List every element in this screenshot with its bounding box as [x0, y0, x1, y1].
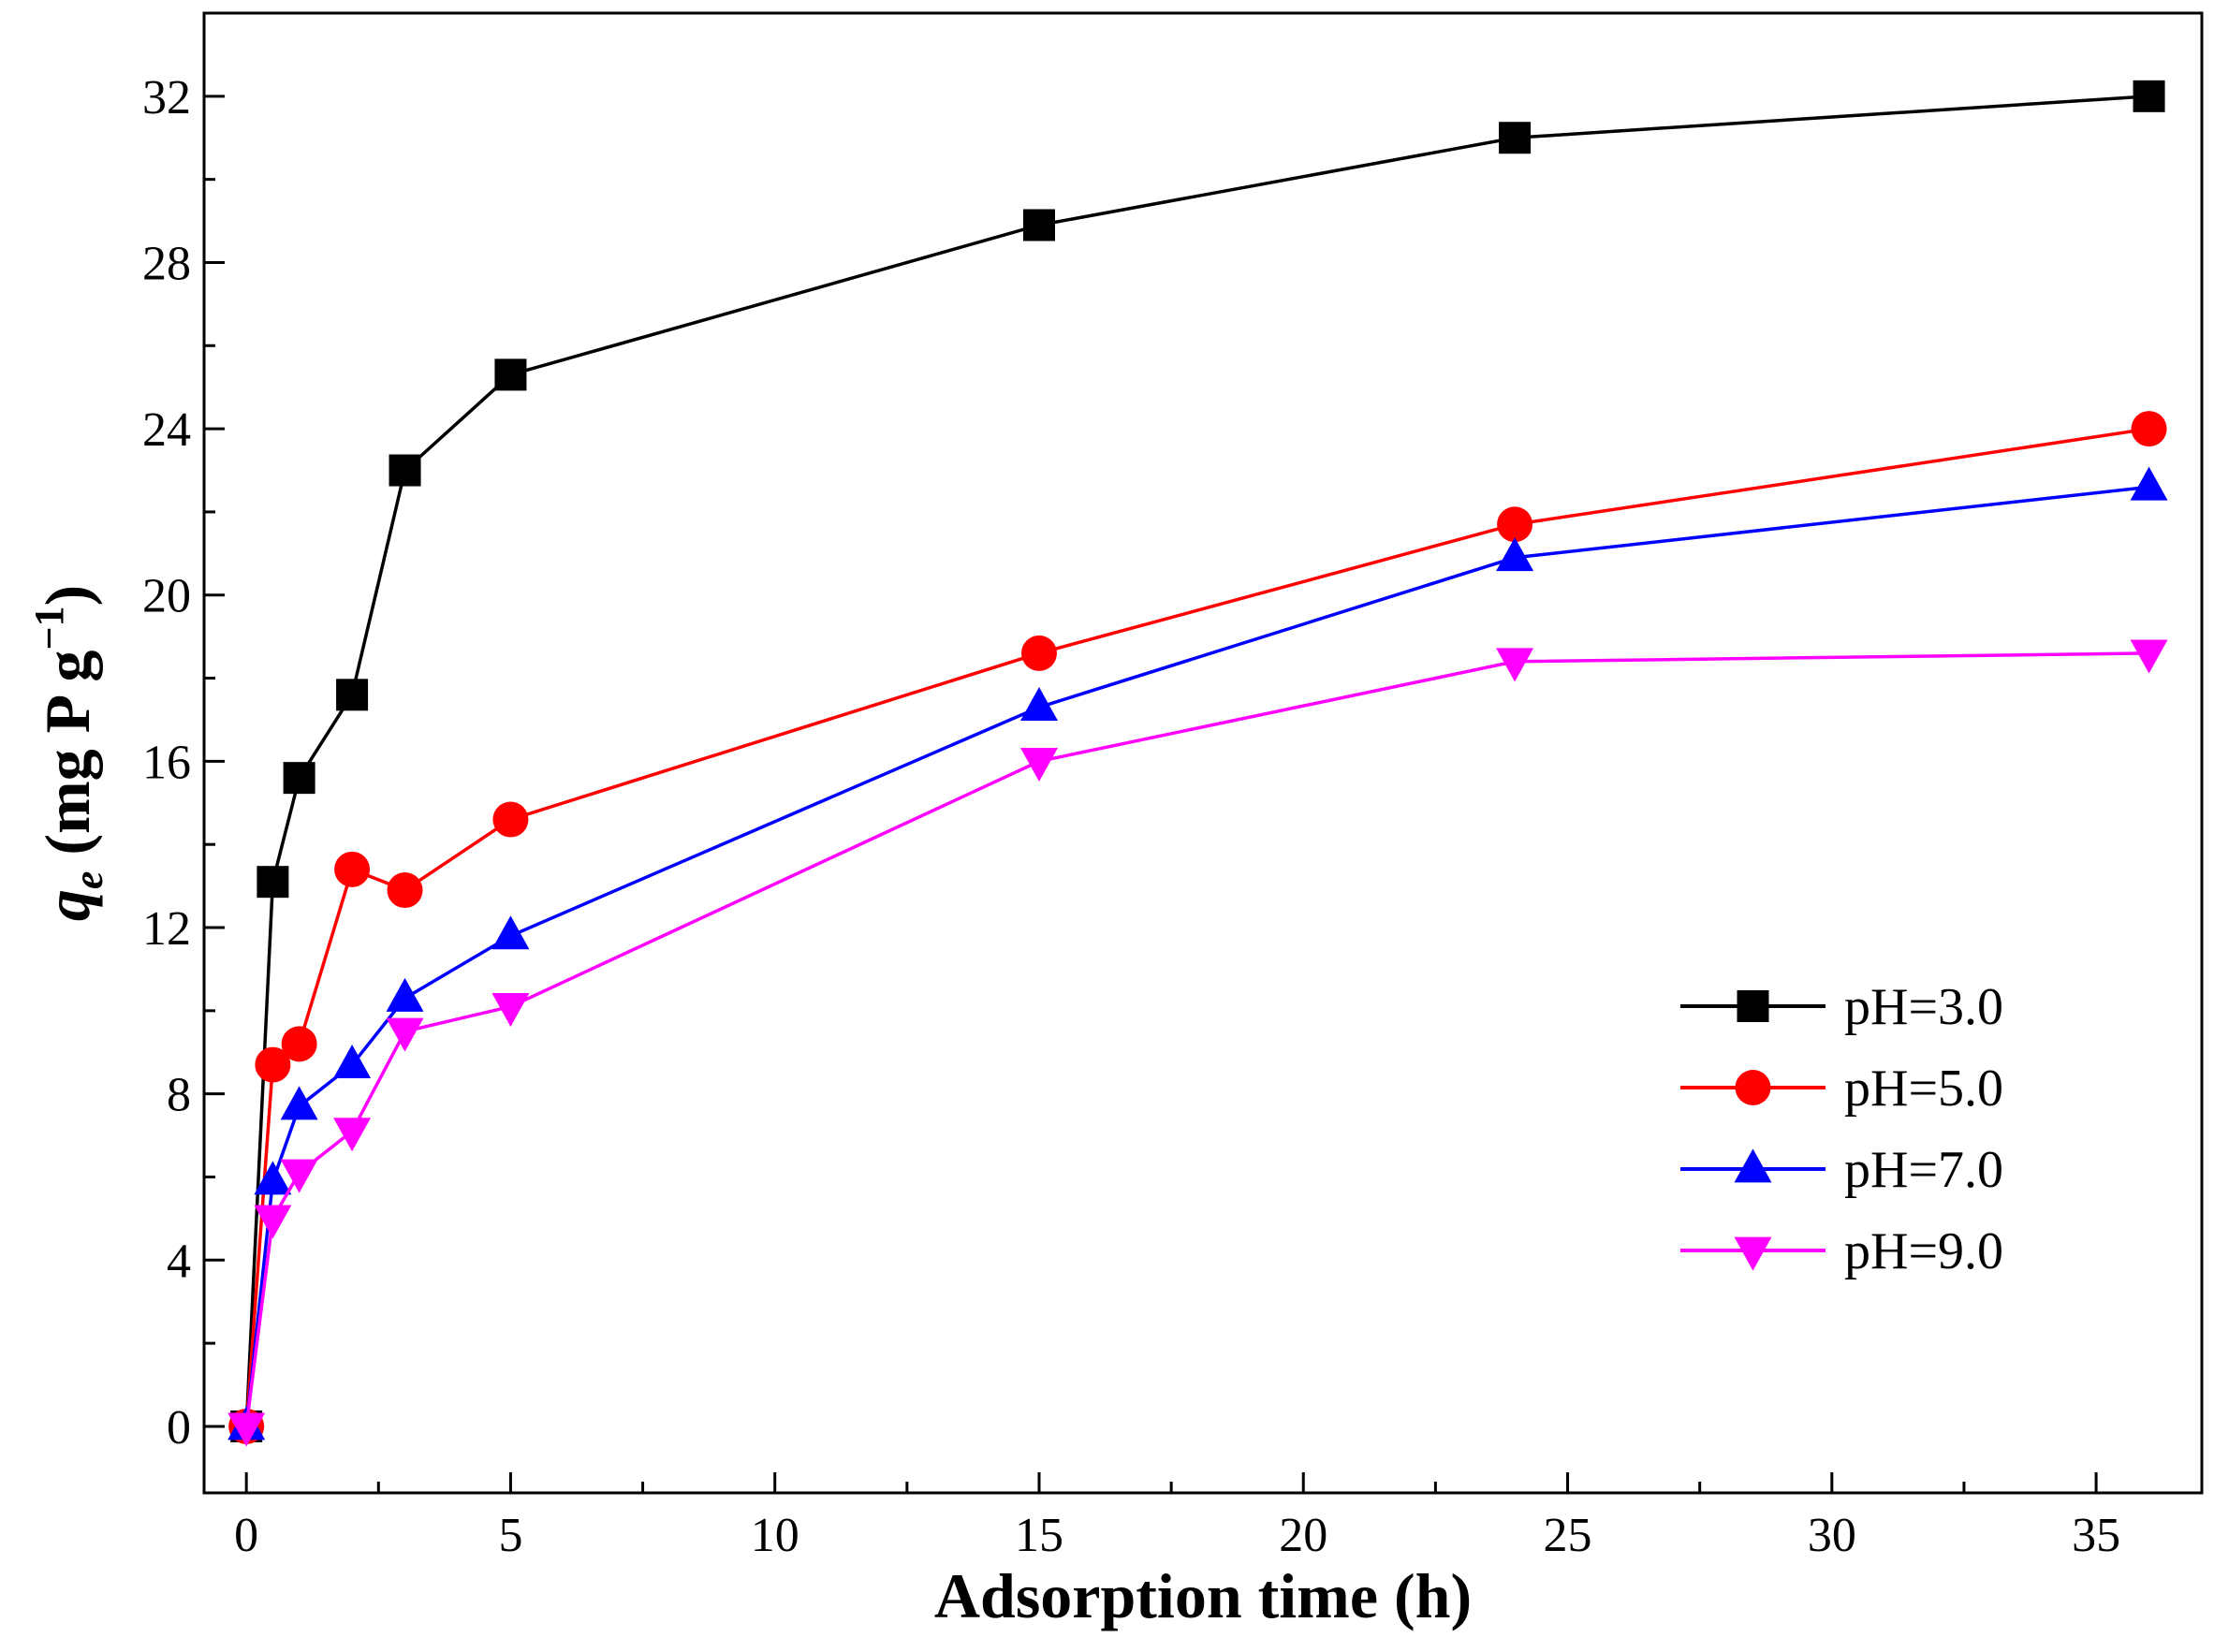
plot-frame — [202, 11, 2204, 1495]
y-tick-label: 12 — [142, 902, 191, 956]
data-point — [2130, 639, 2168, 674]
data-point — [2133, 80, 2165, 112]
data-point — [1499, 122, 1532, 154]
x-tick-label: 15 — [1015, 1509, 1063, 1562]
y-tick-label: 16 — [142, 736, 191, 789]
data-point — [336, 679, 369, 711]
data-point — [491, 993, 530, 1028]
data-point — [1019, 747, 1058, 782]
data-point — [1019, 687, 1058, 722]
y-tick-label: 20 — [142, 570, 191, 623]
data-point — [333, 1118, 372, 1152]
y-tick-label: 28 — [142, 237, 191, 290]
y-axis-exponent: −1 — [26, 606, 72, 650]
data-point — [387, 872, 423, 909]
y-axis-unit: (mg P g — [32, 651, 103, 871]
y-tick-label: 4 — [167, 1235, 191, 1288]
x-tick-label: 20 — [1279, 1509, 1327, 1562]
data-point — [281, 1026, 317, 1062]
x-axis-title: Adsorption time (h) — [934, 1560, 1472, 1631]
data-point — [389, 454, 421, 487]
data-point — [257, 866, 289, 899]
axis-ticks: 0 5 10 15 20 25 30 35 0 4 8 12 16 20 24 28 32 — [142, 71, 2120, 1562]
legend-marker — [1734, 1236, 1772, 1271]
data-point — [1022, 209, 1055, 241]
legend-item: pH=7.0 — [1680, 1141, 2003, 1199]
legend-label: pH=5.0 — [1844, 1060, 2003, 1118]
data-point — [254, 1161, 292, 1195]
data-point — [491, 915, 530, 950]
legend-item: pH=3.0 — [1680, 978, 2003, 1036]
x-tick-label: 10 — [751, 1509, 799, 1562]
y-axis-title: qe (mg P g−1) — [26, 585, 111, 921]
y-axis-close: ) — [32, 585, 103, 607]
data-point — [2131, 411, 2167, 447]
x-tick-label: 5 — [498, 1509, 522, 1562]
data-point — [1020, 635, 1057, 671]
data-point — [386, 1017, 424, 1052]
series-1 — [228, 411, 2167, 1444]
series-line — [244, 485, 2149, 1427]
data-point — [283, 762, 315, 795]
legend-marker — [1734, 1148, 1772, 1183]
y-tick-label: 24 — [142, 403, 191, 457]
data-point — [1497, 506, 1533, 543]
data-point — [227, 1412, 266, 1447]
x-tick-label: 30 — [1808, 1509, 1856, 1562]
y-tick-label: 0 — [167, 1401, 191, 1455]
legend: pH=3.0 pH=5.0 pH=7.0 pH=9.0 — [1680, 978, 2003, 1280]
y-axis-subscript: e — [66, 871, 111, 890]
data-point — [280, 1159, 318, 1193]
series-0 — [230, 80, 2165, 1442]
series-3 — [227, 639, 2168, 1447]
legend-marker — [1735, 1070, 1771, 1105]
legend-label: pH=3.0 — [1844, 978, 2003, 1036]
x-tick-label: 0 — [234, 1509, 258, 1562]
data-point — [254, 1205, 292, 1239]
legend-label: pH=7.0 — [1844, 1141, 2003, 1199]
data-point — [1496, 537, 1534, 572]
series-line — [244, 651, 2149, 1427]
data-point — [2130, 466, 2168, 501]
data-point — [280, 1086, 318, 1120]
data-point — [255, 1046, 291, 1083]
legend-item: pH=5.0 — [1680, 1060, 2003, 1118]
data-point — [494, 358, 527, 391]
data-point — [386, 977, 424, 1012]
y-tick-label: 32 — [142, 71, 191, 124]
series-2 — [227, 466, 2168, 1440]
legend-item: pH=9.0 — [1680, 1222, 2003, 1280]
data-point — [492, 801, 529, 838]
data-point — [334, 851, 371, 887]
data-point — [1496, 648, 1534, 682]
y-axis-symbol: q — [32, 889, 103, 921]
x-tick-label: 25 — [1544, 1509, 1592, 1562]
x-tick-label: 35 — [2072, 1509, 2120, 1562]
legend-marker — [1737, 990, 1769, 1022]
y-tick-label: 8 — [167, 1069, 191, 1122]
data-point — [333, 1044, 372, 1078]
series-layer — [227, 80, 2168, 1447]
legend-label: pH=9.0 — [1844, 1222, 2003, 1280]
